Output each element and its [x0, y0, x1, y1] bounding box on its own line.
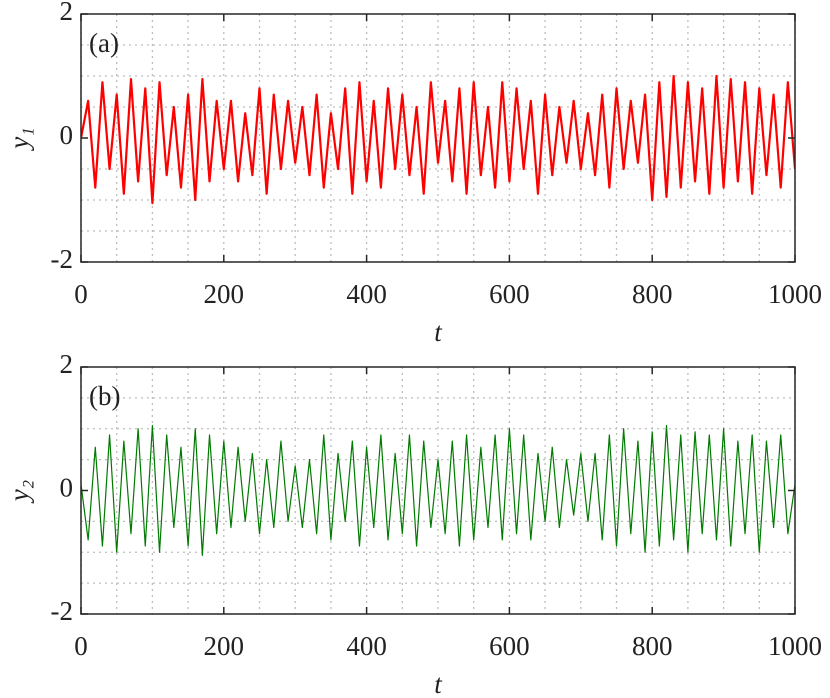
y-axis-label: y₁: [4, 127, 34, 151]
y-tick-label: -2: [51, 244, 74, 274]
series: [81, 74, 795, 205]
panel-label: (a): [89, 28, 119, 58]
panel: 0 200 400 600 800 1000-202(b)ty₂: [4, 349, 822, 698]
x-tick-label: 200: [204, 279, 245, 309]
y-tick-label: -2: [51, 596, 74, 626]
data-line: [81, 425, 795, 556]
x-tick-label: 0: [74, 279, 88, 309]
y-axis-label: y₂: [4, 480, 34, 504]
x-tick-label: 200: [204, 631, 245, 661]
x-tick-label: 1000: [768, 279, 822, 309]
panel-label: (b): [89, 381, 120, 411]
panel: 0 200 400 600 800 1000-202(a)ty₁: [4, 0, 822, 347]
x-tick-label: 0: [74, 631, 88, 661]
x-tick-label: 600: [489, 279, 530, 309]
x-tick-label: 800: [632, 279, 673, 309]
y-tick-label: 0: [60, 120, 74, 150]
x-tick-label: 400: [346, 279, 387, 309]
x-tick-label: 400: [346, 631, 387, 661]
x-tick-label: 1000: [768, 631, 822, 661]
data-line: [81, 74, 795, 205]
y-tick-label: 0: [60, 473, 74, 503]
x-tick-label: 800: [632, 631, 673, 661]
y-tick-label: 2: [60, 349, 74, 379]
x-axis-label: t: [434, 317, 443, 347]
x-tick-label: 600: [489, 631, 530, 661]
series: [81, 425, 795, 556]
x-axis-label: t: [434, 669, 443, 698]
y-tick-label: 2: [60, 0, 74, 26]
